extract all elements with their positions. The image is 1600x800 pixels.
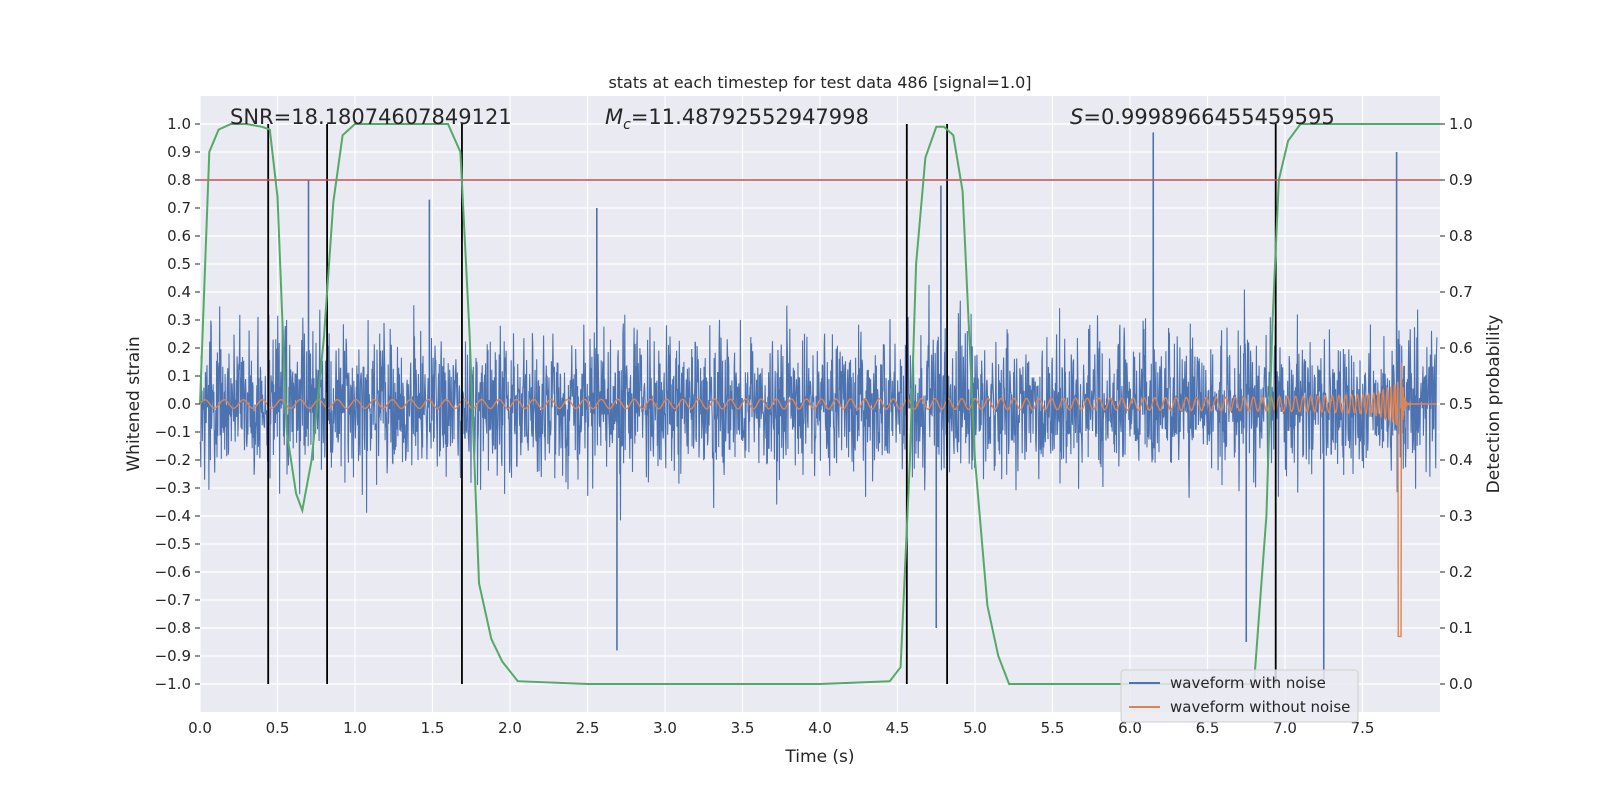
s-symbol: S — [1070, 105, 1083, 129]
x-tick-label: 0.5 — [266, 719, 290, 737]
y-tick-label: −0.3 — [155, 479, 191, 497]
legend-label-noise: waveform with noise — [1170, 674, 1326, 692]
legend-box — [1120, 669, 1359, 723]
y-tick-label: 0.4 — [167, 283, 191, 301]
y2-tick-label: 1.0 — [1449, 115, 1473, 133]
clean-waveform-trace — [199, 362, 1437, 638]
y-tick-label: 0.6 — [167, 227, 191, 245]
y-tick-label: 0.5 — [167, 255, 191, 273]
y-tick-label: 0.7 — [167, 199, 191, 217]
x-tick-label: 6.0 — [1118, 719, 1142, 737]
y-tick-label: −0.5 — [155, 535, 191, 553]
chart-title: stats at each timestep for test data 486… — [608, 73, 1031, 92]
y-tick-label: −0.4 — [155, 507, 191, 525]
x-tick-label: 3.5 — [731, 719, 755, 737]
x-tick-label: 6.5 — [1196, 719, 1220, 737]
legend-label-clean: waveform without noise — [1170, 698, 1350, 716]
y-tick-label: 0.2 — [167, 339, 191, 357]
y-tick-label: −1.0 — [155, 675, 191, 693]
y-tick-label: 0.0 — [167, 395, 191, 413]
x-tick-label: 1.5 — [421, 719, 445, 737]
y-tick-label: −0.1 — [155, 423, 191, 441]
detection-markers — [267, 124, 1277, 684]
mc-value: =11.48792552947998 — [631, 105, 869, 129]
y2-tick-label: 0.5 — [1449, 395, 1473, 413]
y2-tick-label: 0.4 — [1449, 451, 1473, 469]
x-tick-label: 4.5 — [886, 719, 910, 737]
y2-tick-label: 0.1 — [1449, 619, 1473, 637]
x-tick-label: 3.0 — [653, 719, 677, 737]
y-tick-label: 0.1 — [167, 367, 191, 385]
x-tick-label: 0.0 — [188, 719, 212, 737]
y2-tick-label: 0.3 — [1449, 507, 1473, 525]
legend: waveform with noise waveform without noi… — [1120, 669, 1359, 723]
y-tick-label: 0.8 — [167, 171, 191, 189]
x-axis-ticks: 0.0 0.5 1.0 1.5 2.0 2.5 3.0 3.5 4.0 4.5 5.0 5.5 6.0 6… — [188, 719, 1374, 737]
y2-tick-label: 0.8 — [1449, 227, 1473, 245]
y2-tick-label: 0.0 — [1449, 675, 1473, 693]
y2-tick-label: 0.2 — [1449, 563, 1473, 581]
y-tick-label: 1.0 — [167, 115, 191, 133]
y-axis-ticks: 1.0 0.9 0.8 0.7 0.6 0.5 0.4 0.3 0.2 0.1 0.0 −0.1 −0.… — [155, 115, 200, 693]
y-tick-label: −0.2 — [155, 451, 191, 469]
s-value: =0.9998966455459595 — [1083, 105, 1334, 129]
series-waveform-with-noise — [199, 132, 1438, 684]
y-tick-label: 0.3 — [167, 311, 191, 329]
x-tick-label: 4.0 — [808, 719, 832, 737]
x-tick-label: 7.0 — [1273, 719, 1297, 737]
y-axis-label: Whitened strain — [124, 336, 144, 471]
mc-subscript: c — [623, 117, 631, 133]
y-tick-label: −0.6 — [155, 563, 191, 581]
mc-symbol: M — [605, 105, 623, 129]
s-annotation: S=0.9998966455459595 — [1070, 105, 1335, 129]
y2-axis-label: Detection probability — [1484, 315, 1504, 494]
chirp-mass-annotation: Mc=11.48792552947998 — [605, 105, 869, 133]
y2-tick-label: 0.9 — [1449, 171, 1473, 189]
x-tick-label: 2.5 — [576, 719, 600, 737]
noisy-waveform-trace — [199, 284, 1438, 521]
y2-axis-ticks: 1.0 0.9 0.8 0.7 0.6 0.5 0.4 0.3 0.2 0.1 0.0 — [1440, 115, 1473, 693]
y2-tick-label: 0.7 — [1449, 283, 1473, 301]
y-tick-label: −0.9 — [155, 647, 191, 665]
x-tick-label: 5.5 — [1041, 719, 1065, 737]
y2-tick-label: 0.6 — [1449, 339, 1473, 357]
series-waveform-without-noise — [199, 362, 1437, 638]
x-axis-label: Time (s) — [784, 747, 854, 767]
snr-annotation: SNR=18.18074607849121 — [230, 105, 512, 129]
x-tick-label: 2.0 — [498, 719, 522, 737]
y-tick-label: −0.8 — [155, 619, 191, 637]
y-tick-label: 0.9 — [167, 143, 191, 161]
x-tick-label: 1.0 — [343, 719, 367, 737]
x-tick-label: 5.0 — [963, 719, 987, 737]
x-tick-label: 7.5 — [1351, 719, 1375, 737]
y-tick-label: −0.7 — [155, 591, 191, 609]
